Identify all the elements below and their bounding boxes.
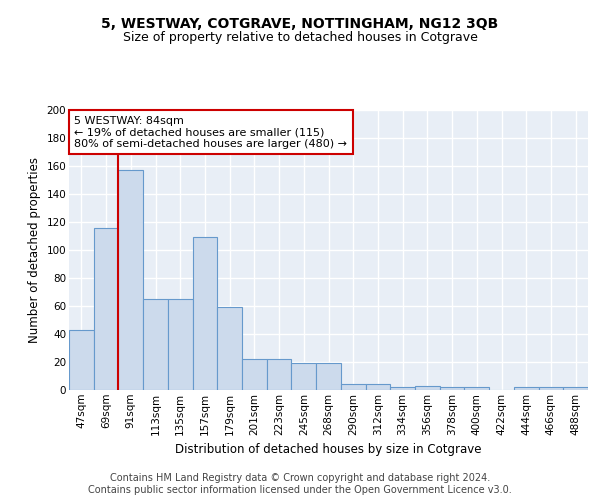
- Bar: [193, 238, 217, 390]
- Bar: [563, 387, 588, 390]
- Text: Contains HM Land Registry data © Crown copyright and database right 2024.
Contai: Contains HM Land Registry data © Crown c…: [88, 474, 512, 495]
- Bar: [292, 364, 316, 390]
- Bar: [514, 387, 539, 390]
- Bar: [69, 330, 94, 390]
- Bar: [168, 299, 193, 390]
- Bar: [143, 299, 168, 390]
- Bar: [267, 359, 292, 390]
- Bar: [242, 359, 267, 390]
- X-axis label: Distribution of detached houses by size in Cotgrave: Distribution of detached houses by size …: [175, 443, 482, 456]
- Bar: [118, 170, 143, 390]
- Bar: [316, 364, 341, 390]
- Bar: [341, 384, 365, 390]
- Bar: [539, 387, 563, 390]
- Text: Size of property relative to detached houses in Cotgrave: Size of property relative to detached ho…: [122, 31, 478, 44]
- Text: 5 WESTWAY: 84sqm
← 19% of detached houses are smaller (115)
80% of semi-detached: 5 WESTWAY: 84sqm ← 19% of detached house…: [74, 116, 347, 149]
- Bar: [217, 308, 242, 390]
- Bar: [464, 387, 489, 390]
- Y-axis label: Number of detached properties: Number of detached properties: [28, 157, 41, 343]
- Bar: [440, 387, 464, 390]
- Bar: [94, 228, 118, 390]
- Bar: [365, 384, 390, 390]
- Text: 5, WESTWAY, COTGRAVE, NOTTINGHAM, NG12 3QB: 5, WESTWAY, COTGRAVE, NOTTINGHAM, NG12 3…: [101, 18, 499, 32]
- Bar: [390, 387, 415, 390]
- Bar: [415, 386, 440, 390]
